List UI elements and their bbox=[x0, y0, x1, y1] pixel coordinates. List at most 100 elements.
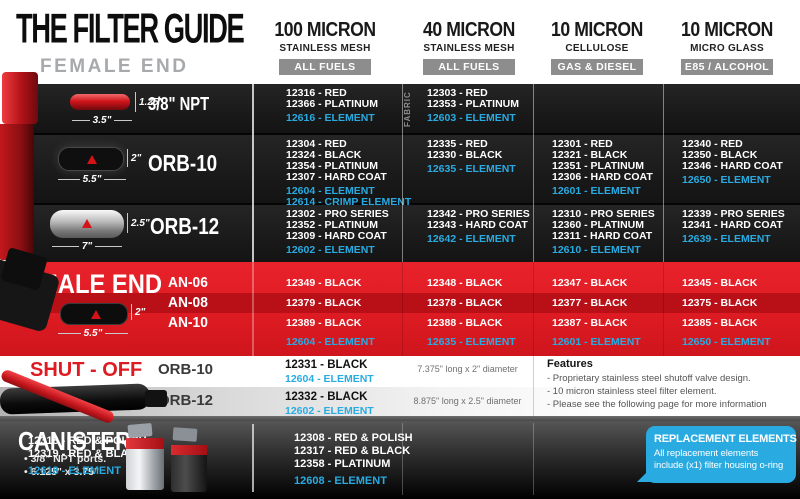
npt-filter-image bbox=[70, 94, 130, 110]
part-number: 12349 - BLACK bbox=[286, 277, 362, 289]
part-number: 12378 - BLACK bbox=[427, 297, 503, 309]
parts-cell: 12302 - PRO SERIES 12352 - PLATINUM 12309 … bbox=[258, 205, 402, 262]
parts-cell: 12347 - BLACK bbox=[533, 273, 663, 293]
elements-cell: 12635 - ELEMENT bbox=[402, 332, 533, 352]
part-number: 12354 - PLATINUM bbox=[286, 160, 378, 172]
elements-list: 12642 - ELEMENT bbox=[427, 234, 533, 245]
parts-cell: 12377 - BLACK bbox=[533, 293, 663, 313]
column-title: 40 MICRON bbox=[423, 19, 515, 41]
part-number: 12360 - PLATINUM bbox=[552, 219, 644, 231]
part-number: 12379 - BLACK bbox=[286, 297, 362, 309]
parts-cell: 12342 - PRO SERIES 12343 - HARD COAT 1264… bbox=[402, 205, 533, 262]
fuel-badge: E85 / ALCOHOL bbox=[681, 59, 773, 75]
row-orb-10: 12304 - RED 12324 - BLACK 12354 - PLATINUM… bbox=[25, 135, 800, 208]
part-number: 12387 - BLACK bbox=[552, 317, 628, 329]
part-number: 12330 - BLACK bbox=[427, 149, 503, 161]
dim-height: 2" bbox=[135, 307, 146, 318]
part-number: 12377 - BLACK bbox=[552, 297, 628, 309]
male-end-label: MALE END bbox=[38, 269, 163, 299]
element-number: 12635 - ELEMENT bbox=[427, 336, 516, 348]
dim-width: 3.5" bbox=[72, 115, 132, 126]
column-divider bbox=[402, 84, 403, 262]
column-header-100-micron: 100 MICRON STAINLESS MESH ALL FUELS bbox=[255, 19, 395, 75]
part-number: 12353 - PLATINUM bbox=[427, 98, 519, 110]
column-divider bbox=[663, 84, 664, 262]
parts-cell: 12345 - BLACK bbox=[663, 273, 800, 293]
parts-cell: 12303 - RED 12353 - PLATINUM 12603 - ELEM… bbox=[402, 84, 533, 133]
part-number: 12345 - BLACK bbox=[682, 277, 758, 289]
part-number: 12350 - BLACK bbox=[682, 149, 758, 161]
canister-label: CANISTER bbox=[18, 426, 131, 456]
parts-cell: 12379 - BLACK bbox=[258, 293, 402, 313]
parts-cell: 12349 - BLACK bbox=[258, 273, 402, 293]
part-number: 12340 - RED bbox=[682, 138, 743, 150]
parts-list: 12340 - RED 12350 - BLACK 12346 - HARD COA… bbox=[682, 139, 800, 172]
column-subtitle: STAINLESS MESH bbox=[423, 43, 515, 54]
part-number: 12306 - HARD COAT bbox=[552, 171, 653, 183]
part-number: 12316 - RED bbox=[286, 87, 347, 99]
parts-cell: 12387 - BLACK bbox=[533, 313, 663, 333]
orb12-filter-image bbox=[50, 210, 124, 238]
replacement-body: All replacement elements include (x1) fil… bbox=[654, 448, 788, 471]
dimension-line bbox=[131, 304, 132, 320]
column-header-10-micron-cellulose: 10 MICRON CELLULOSE GAS & DIESEL bbox=[527, 19, 667, 75]
elements-list: 12604 - ELEMENT 12614 - CRIMP ELEMENT bbox=[286, 186, 412, 208]
column-divider bbox=[533, 356, 534, 416]
element-number: 12650 - ELEMENT bbox=[682, 174, 771, 186]
part-number: 12309 - HARD COAT bbox=[286, 230, 387, 242]
row-name-orb-12: ORB-12 bbox=[150, 213, 220, 239]
elements-list: 12608 - ELEMENT bbox=[294, 475, 405, 488]
column-subtitle: CELLULOSE bbox=[565, 43, 629, 54]
male-row-an-06: 12349 - BLACK 12348 - BLACK 12347 - BLAC… bbox=[0, 273, 800, 293]
parts-cell: 12316 - RED 12366 - PLATINUM 12616 - ELEM… bbox=[258, 84, 402, 133]
parts-cell: 12301 - RED 12321 - BLACK 12351 - PLATINUM… bbox=[533, 135, 663, 208]
part-number: 12385 - BLACK bbox=[682, 317, 758, 329]
part-number: 12366 - PLATINUM bbox=[286, 98, 378, 110]
element-number: 12618 - ELEMENT bbox=[28, 465, 121, 477]
row-orb-12: 12302 - PRO SERIES 12352 - PLATINUM 12309 … bbox=[25, 205, 800, 262]
elements-list: 12639 - ELEMENT bbox=[682, 234, 800, 245]
parts-cell-empty bbox=[533, 84, 663, 133]
part-number: 12321 - BLACK bbox=[552, 149, 628, 161]
replacement-title: REPLACEMENT ELEMENTS bbox=[654, 433, 797, 445]
bullet-item: • 6.125" x 3.75" bbox=[24, 465, 99, 478]
row-name-an-08: AN-08 bbox=[168, 294, 208, 311]
size-note: 8.875" long x 2.5" diameter bbox=[413, 396, 522, 406]
male-filter-image bbox=[60, 303, 128, 325]
parts-cell: 12375 - BLACK bbox=[663, 293, 800, 313]
elements-list: 12616 - ELEMENT bbox=[286, 113, 402, 124]
column-divider bbox=[663, 262, 664, 356]
dimension-line bbox=[127, 149, 128, 167]
element-number: 12608 - ELEMENT bbox=[294, 475, 387, 487]
fuel-badge: ALL FUELS bbox=[279, 59, 371, 75]
male-row-an-08: 12379 - BLACK 12378 - BLACK 12377 - BLAC… bbox=[0, 293, 800, 313]
fabric-note: FABRIC bbox=[403, 91, 412, 127]
male-row-an-10: 12389 - BLACK 12388 - BLACK 12387 - BLAC… bbox=[0, 313, 800, 333]
column-divider bbox=[252, 262, 254, 356]
column-subtitle: MICRO GLASS bbox=[690, 43, 764, 54]
part-number: 12310 - PRO SERIES bbox=[552, 208, 655, 220]
row-name-orb-10: ORB-10 bbox=[148, 150, 218, 176]
element-number: 12642 - ELEMENT bbox=[427, 233, 516, 245]
column-divider bbox=[252, 424, 254, 492]
element-number: 12604 - ELEMENT bbox=[285, 373, 374, 385]
element-number: 12603 - ELEMENT bbox=[427, 112, 516, 124]
parts-cell: 12388 - BLACK bbox=[402, 313, 533, 333]
part-number: 12347 - BLACK bbox=[552, 277, 628, 289]
female-end-section: 12316 - RED 12366 - PLATINUM 12616 - ELEM… bbox=[25, 84, 800, 262]
replacement-body-line: include (x1) filter housing o-ring bbox=[654, 459, 784, 471]
row-npt: 12316 - RED 12366 - PLATINUM 12616 - ELEM… bbox=[25, 84, 800, 135]
part-number: 12308 - RED & POLISH bbox=[294, 432, 413, 444]
part-number: 12348 - BLACK bbox=[427, 277, 503, 289]
features-title: Features bbox=[547, 358, 593, 370]
parts-cell: 12308 - RED & POLISH 12317 - RED & BLACK 1… bbox=[275, 429, 413, 495]
parts-cell-empty bbox=[663, 84, 800, 133]
parts-cell: 12385 - BLACK bbox=[663, 313, 800, 333]
fuel-badge: ALL FUELS bbox=[423, 59, 515, 75]
element-number: 12614 - CRIMP ELEMENT bbox=[286, 196, 412, 208]
elements-list: 12618 - ELEMENT bbox=[28, 465, 144, 478]
part-number: 12352 - PLATINUM bbox=[286, 219, 378, 231]
parts-cell: 12389 - BLACK bbox=[258, 313, 402, 333]
part-number: 12351 - PLATINUM bbox=[552, 160, 644, 172]
parts-list: 12302 - PRO SERIES 12352 - PLATINUM 12309 … bbox=[286, 209, 402, 242]
